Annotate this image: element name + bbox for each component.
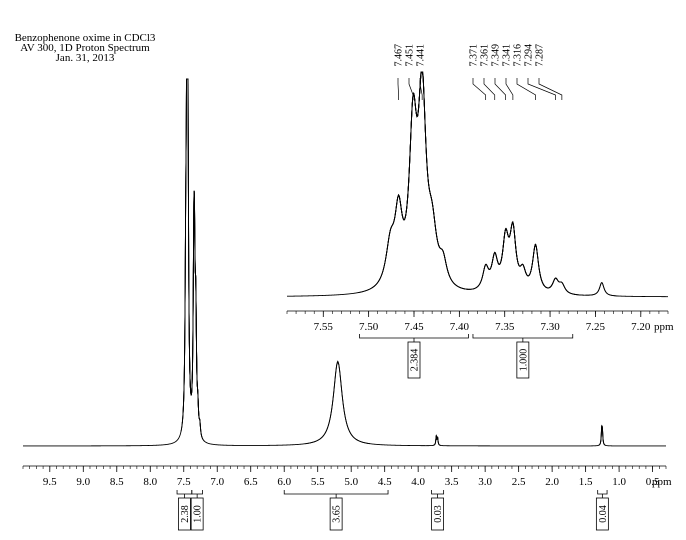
x-tick-label: 6.0 — [277, 476, 291, 488]
x-tick-label: 7.55 — [314, 321, 334, 333]
x-tick-label: 8.0 — [143, 476, 157, 488]
integral-value: 2.38 — [180, 505, 191, 523]
integral-bracket — [283, 490, 389, 495]
peak-line — [394, 71, 450, 276]
peak-label-leader — [419, 78, 423, 100]
peak-line — [357, 71, 424, 294]
peak-line — [539, 274, 584, 296]
peak-line — [533, 244, 578, 296]
peak-line — [399, 71, 465, 290]
x-tick-label: 7.50 — [359, 321, 379, 333]
peak-line — [585, 281, 619, 297]
x-tick-label: 7.0 — [210, 476, 224, 488]
x-tick-label: 9.0 — [76, 476, 90, 488]
x-tick-label: 4.5 — [378, 476, 392, 488]
integral-value-box — [431, 497, 445, 531]
peak-label-leader — [527, 78, 556, 100]
peak-line — [181, 78, 193, 424]
peak-label-leader — [538, 78, 563, 100]
integral-value: 3.65 — [332, 505, 343, 523]
peak-label-leader — [397, 78, 399, 100]
x-axis-label: ppm — [652, 476, 672, 488]
x-tick-label: 9.5 — [43, 476, 57, 488]
integral-value-box — [595, 497, 609, 531]
x-tick-label: 7.20 — [631, 321, 651, 333]
peak-label: 7.451 — [405, 44, 416, 67]
x-tick-label: 7.25 — [586, 321, 606, 333]
integral-value-box — [329, 497, 343, 531]
integral-value-box — [516, 341, 530, 379]
peak-label: 7.287 — [535, 44, 546, 67]
peak-label-leader — [483, 78, 496, 100]
peak-label-leader — [505, 78, 514, 100]
x-tick-label: 5.0 — [344, 476, 358, 488]
peak-line — [500, 220, 545, 287]
title-line-date: Jan. 31, 2013 — [55, 52, 115, 64]
x-tick-label: 5.5 — [311, 476, 325, 488]
x-tick-label: 4.0 — [411, 476, 425, 488]
peak-label-leader — [408, 78, 414, 100]
integral-bracket — [431, 490, 445, 495]
x-tick-label: 8.5 — [110, 476, 124, 488]
x-tick-label: 7.45 — [404, 321, 424, 333]
integral-bracket — [359, 334, 469, 339]
spectrum-title-block: Benzophenone oxime in CDCl3 AV 300, 1D P… — [0, 32, 170, 64]
peak-line — [434, 434, 441, 446]
integral-bracket — [176, 490, 193, 495]
integral-bracket — [472, 334, 574, 339]
peak-label-leader — [516, 78, 536, 100]
integral-value-box — [178, 497, 191, 531]
peak-label: 7.467 — [394, 44, 405, 67]
peak-line — [463, 227, 508, 290]
integral-value: 1.00 — [193, 505, 204, 523]
title-line-instrument: AV 300, 1D Proton Spectrum — [20, 42, 150, 54]
x-axis-label: ppm — [654, 321, 674, 333]
x-tick-label: 7.35 — [495, 321, 515, 333]
integral-bracket — [597, 490, 608, 495]
peak-line — [598, 424, 606, 446]
integral-value: 0.03 — [433, 505, 444, 523]
peak-line — [472, 221, 517, 290]
integral-value-box — [407, 341, 421, 379]
x-tick-label: 7.40 — [450, 321, 470, 333]
x-tick-label: 2.5 — [512, 476, 526, 488]
peak-line — [194, 255, 205, 442]
title-line-sample: Benzophenone oxime in CDCl3 — [14, 32, 156, 44]
peak-label: 7.294 — [524, 44, 535, 67]
integral-value: 0.04 — [598, 505, 609, 523]
main-spectrum-plot: 9.5 9.0 8.5 8.0 7.5 7.0 6.5 6.0 5.5 5.0 4.5 4.0 3.5 3… — [22, 78, 672, 531]
x-tick-label: 3.0 — [478, 476, 492, 488]
peak-line — [513, 227, 558, 289]
x-tick-label: 1.0 — [612, 476, 626, 488]
x-tick-label: 0.5 — [646, 476, 660, 488]
integral-bracket — [191, 490, 203, 495]
expanded-inset-plot: 7.55 7.50 7.45 7.40 7.35 7.30 7.25 7.20 ppm 2.384… — [286, 44, 674, 379]
spectrum-trace — [23, 78, 666, 447]
x-tick-label: 2.0 — [545, 476, 559, 488]
peak-label: 7.361 — [480, 44, 491, 67]
peak-line — [415, 71, 471, 290]
peak-label: 7.349 — [491, 44, 502, 67]
peak-label: 7.341 — [502, 44, 513, 67]
x-tick-label: 7.5 — [177, 476, 191, 488]
integral-value: 2.384 — [410, 349, 421, 372]
peak-line — [305, 360, 371, 445]
x-tick-label: 7.30 — [540, 321, 560, 333]
peak-label-leader — [494, 78, 506, 100]
spectrum-trace — [286, 71, 669, 298]
peak-line — [371, 71, 427, 289]
integral-value: 1.000 — [518, 349, 529, 372]
peak-label-leader — [472, 78, 487, 100]
x-tick-label: 6.5 — [244, 476, 258, 488]
peak-label: 7.316 — [513, 44, 524, 67]
x-tick-label: 1.5 — [579, 476, 593, 488]
peak-label: 7.441 — [416, 44, 427, 67]
peak-label: 7.371 — [469, 44, 480, 67]
x-tick-label: 3.5 — [445, 476, 459, 488]
integral-value-box — [190, 497, 204, 531]
peak-line — [490, 221, 536, 277]
